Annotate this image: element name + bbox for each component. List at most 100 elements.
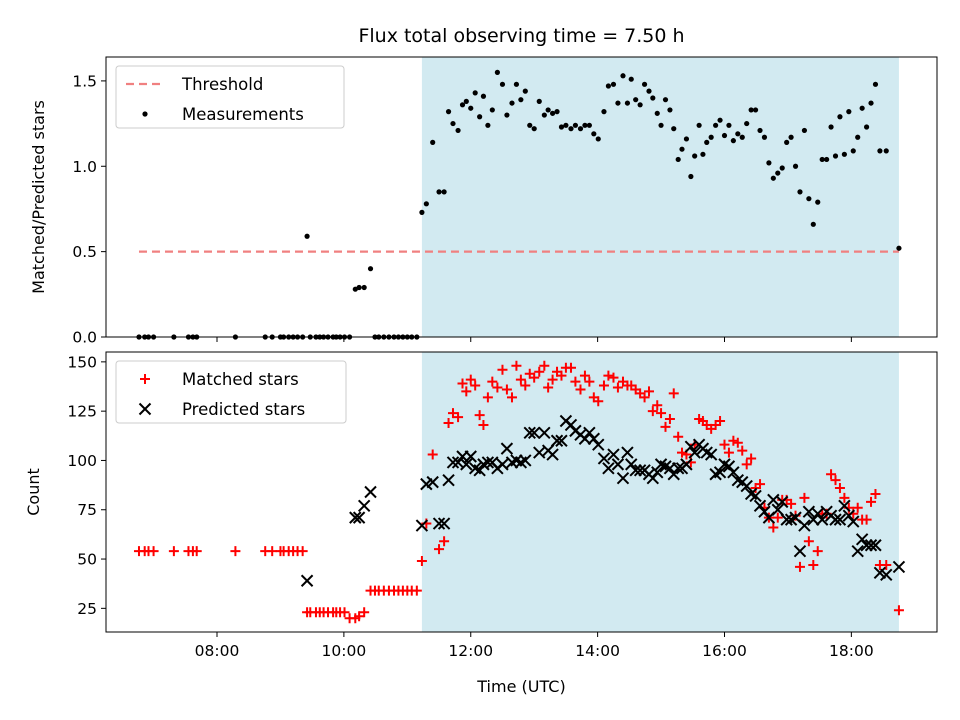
data-point [419, 209, 425, 215]
data-point [568, 126, 574, 132]
data-point [696, 122, 702, 128]
data-point [793, 544, 807, 558]
data-point [692, 153, 698, 159]
data-point [297, 546, 308, 557]
data-point [554, 109, 560, 115]
data-point [591, 131, 597, 137]
data-point [861, 514, 872, 525]
data-point [482, 392, 493, 403]
data-point [757, 127, 763, 134]
data-point [834, 483, 845, 494]
data-point [829, 513, 842, 526]
legend-marker [142, 111, 148, 117]
data-point [620, 73, 626, 79]
data-point [468, 105, 474, 111]
data-point [519, 454, 532, 467]
data-point [595, 136, 601, 142]
data-point [664, 414, 675, 425]
data-point [477, 114, 483, 120]
data-point [679, 146, 685, 152]
data-point [339, 607, 350, 618]
data-point [602, 462, 615, 475]
data-point [628, 76, 634, 82]
data-point [527, 122, 533, 128]
y-tick-label: 125 [67, 403, 97, 421]
data-point [842, 509, 856, 522]
legend-label: Predicted stars [182, 400, 305, 419]
data-point [633, 97, 639, 103]
data-point [367, 266, 374, 272]
data-point [430, 139, 436, 145]
data-point [593, 396, 604, 407]
data-point [715, 416, 726, 427]
data-point [826, 469, 837, 480]
data-point [558, 124, 565, 130]
data-point [572, 122, 579, 128]
data-point [506, 392, 517, 403]
data-point [896, 245, 902, 251]
series-predicted-stars [300, 414, 906, 587]
legend-box [115, 360, 347, 424]
data-point [427, 449, 438, 460]
data-point [866, 496, 877, 507]
legend-label: Threshold [181, 75, 263, 94]
x-tick-label: 10:00 [322, 642, 367, 660]
data-point [654, 110, 660, 116]
data-point [741, 459, 752, 470]
data-point [579, 370, 590, 381]
data-point [855, 134, 861, 140]
data-point [497, 364, 508, 375]
data-point [481, 456, 495, 469]
data-point [641, 81, 648, 87]
data-point [828, 124, 834, 130]
data-point [650, 95, 656, 101]
data-point [797, 189, 803, 195]
data-point [565, 362, 576, 373]
data-point [570, 376, 581, 387]
data-point [808, 559, 819, 570]
data-point [755, 479, 766, 490]
data-point [753, 499, 767, 513]
data-point [869, 539, 882, 552]
data-point [839, 492, 850, 503]
data-point [621, 446, 634, 459]
data-point [437, 517, 451, 530]
data-point [461, 386, 472, 397]
data-point [671, 462, 685, 475]
data-point [439, 536, 450, 547]
data-point [667, 107, 673, 113]
legend-label: Matched stars [182, 370, 299, 389]
data-point [870, 488, 881, 499]
data-point [443, 417, 454, 428]
data-point [806, 196, 812, 202]
data-point [652, 400, 663, 411]
data-point [538, 426, 551, 440]
data-point [675, 156, 681, 163]
y-tick-label: 1.5 [72, 72, 97, 90]
data-point [489, 107, 495, 113]
data-point [504, 112, 510, 118]
data-point [416, 556, 427, 567]
data-point [541, 112, 547, 118]
y-tick-label: 100 [67, 452, 97, 470]
data-point [739, 134, 745, 140]
data-point [847, 515, 860, 528]
y-tick-label: 25 [77, 600, 97, 618]
data-point [411, 585, 422, 596]
data-point [779, 165, 785, 171]
data-point [662, 97, 669, 103]
y-tick-label: 0.5 [72, 243, 97, 261]
data-point [564, 418, 578, 432]
chart-title: Flux total observing time = 7.50 h [358, 25, 684, 47]
data-point [597, 452, 611, 465]
data-point [472, 90, 478, 96]
data-point [810, 221, 816, 227]
data-point [700, 151, 706, 157]
data-point [357, 499, 371, 513]
data-point [441, 189, 447, 195]
data-point [819, 156, 825, 163]
data-point [603, 370, 614, 381]
y-tick-label: 0.0 [72, 329, 97, 347]
data-point [500, 442, 514, 455]
